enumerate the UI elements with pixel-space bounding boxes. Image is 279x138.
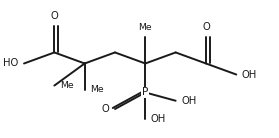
Text: P: P <box>142 87 148 97</box>
Text: O: O <box>50 11 58 21</box>
Text: O: O <box>202 22 210 32</box>
Text: Me: Me <box>90 85 104 94</box>
Text: Me: Me <box>60 81 73 90</box>
Text: Me: Me <box>138 23 152 32</box>
Text: OH: OH <box>181 96 196 106</box>
Text: OH: OH <box>151 114 166 124</box>
Text: O: O <box>102 104 109 114</box>
Text: HO: HO <box>3 59 18 68</box>
Text: OH: OH <box>242 70 257 79</box>
